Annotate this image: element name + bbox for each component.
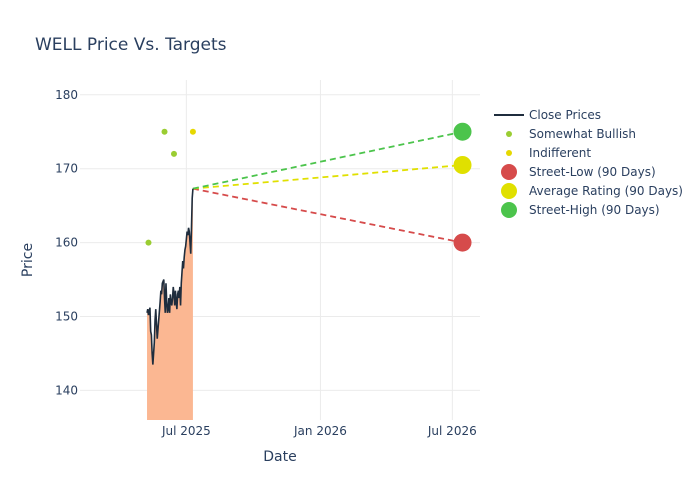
legend-item-label: Somewhat Bullish bbox=[529, 127, 636, 141]
price-line-layer bbox=[146, 188, 194, 365]
rating-points-layer bbox=[145, 128, 196, 246]
legend-item-label: Close Prices bbox=[529, 108, 601, 122]
rating-point bbox=[170, 150, 177, 157]
legend-item-label: Average Rating (90 Days) bbox=[529, 184, 683, 198]
rating-point bbox=[189, 128, 196, 135]
target-points-layer bbox=[453, 122, 472, 252]
x-axis-label: Date bbox=[263, 449, 296, 465]
y-tick-label: 160 bbox=[55, 236, 78, 250]
target-line bbox=[192, 164, 463, 190]
axes-layer: 140 150 160 170 180 Jul 2025 Jan 2026 Jul 2026 bbox=[55, 88, 477, 438]
legend-item-label: Street-High (90 Days) bbox=[529, 203, 660, 217]
chart-title: WELL Price Vs. Targets bbox=[35, 35, 227, 55]
legend[interactable]: Close Prices Somewhat Bullish Indifferent S… bbox=[494, 108, 683, 218]
target-line bbox=[192, 187, 463, 244]
grid-layer bbox=[80, 80, 480, 420]
target-marker bbox=[453, 156, 472, 174]
target-lines-layer bbox=[192, 130, 463, 244]
legend-item-label: Street-Low (90 Days) bbox=[529, 165, 656, 179]
rating-point bbox=[145, 239, 152, 246]
legend-swatch bbox=[501, 183, 517, 199]
target-line bbox=[192, 130, 463, 190]
legend-swatch bbox=[501, 164, 517, 180]
legend-swatch bbox=[501, 202, 517, 218]
target-marker bbox=[453, 233, 472, 252]
target-marker bbox=[453, 122, 472, 141]
close-price-line bbox=[146, 188, 194, 365]
y-tick-label: 170 bbox=[55, 162, 78, 176]
y-tick-label: 140 bbox=[55, 383, 78, 397]
x-tick-label: Jul 2025 bbox=[161, 424, 211, 438]
y-tick-label: 150 bbox=[55, 310, 78, 324]
x-tick-label: Jan 2026 bbox=[293, 424, 347, 438]
legend-swatch bbox=[506, 131, 512, 137]
legend-swatch bbox=[506, 150, 512, 156]
y-tick-label: 180 bbox=[55, 88, 78, 102]
x-tick-label: Jul 2026 bbox=[427, 424, 477, 438]
legend-item-label: Indifferent bbox=[529, 146, 591, 160]
rating-point bbox=[161, 128, 168, 135]
y-axis-label: Price bbox=[20, 243, 36, 277]
